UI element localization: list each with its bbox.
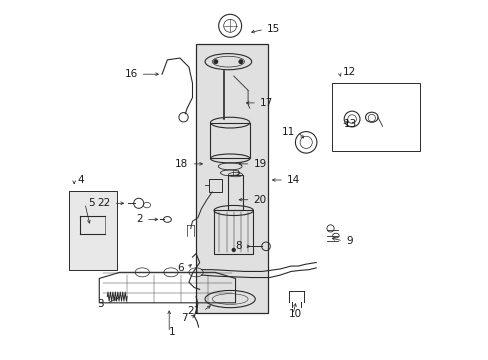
- Bar: [196, 44, 267, 313]
- Text: 5: 5: [88, 198, 94, 208]
- Text: 4: 4: [77, 175, 83, 185]
- Text: 6: 6: [177, 263, 184, 273]
- Circle shape: [213, 59, 218, 64]
- Text: 11: 11: [281, 127, 294, 136]
- Bar: [228, 175, 242, 211]
- Text: 2: 2: [136, 215, 142, 224]
- Text: 12: 12: [342, 67, 355, 77]
- Text: 10: 10: [288, 310, 302, 319]
- Circle shape: [238, 59, 243, 64]
- Text: 9: 9: [346, 236, 352, 246]
- Bar: [210, 123, 249, 158]
- Bar: [214, 211, 253, 253]
- Text: 7: 7: [181, 313, 187, 323]
- Text: 14: 14: [286, 175, 300, 185]
- Text: 8: 8: [235, 241, 241, 251]
- Text: 3: 3: [97, 299, 103, 309]
- Text: 16: 16: [124, 69, 137, 79]
- Text: 17: 17: [260, 98, 273, 108]
- Bar: [69, 191, 117, 270]
- Text: 22: 22: [97, 198, 110, 208]
- Text: 13: 13: [344, 120, 357, 129]
- Circle shape: [231, 248, 235, 252]
- Text: 15: 15: [266, 24, 280, 35]
- Text: 1: 1: [168, 327, 175, 337]
- Text: 21: 21: [187, 306, 200, 316]
- Bar: [332, 83, 419, 151]
- Text: 20: 20: [253, 195, 266, 205]
- Bar: [209, 179, 222, 192]
- Text: 18: 18: [175, 159, 188, 169]
- Text: 19: 19: [253, 159, 266, 169]
